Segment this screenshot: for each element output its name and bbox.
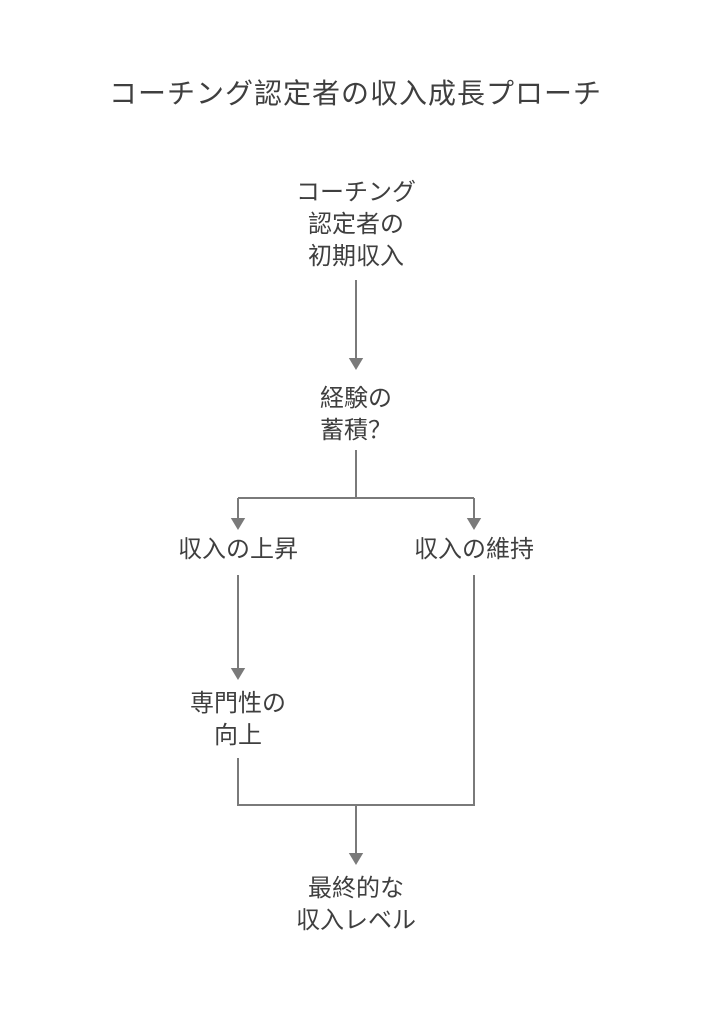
- node-income-maintain: 収入の維持: [414, 534, 534, 566]
- flowchart-canvas: コーチング認定者の収入成長プローチ コーチング 認定者の 初期収入 経験の 蓄積…: [0, 0, 711, 1024]
- node-experience-q: 経験の 蓄積？: [320, 383, 392, 448]
- edges-layer: [0, 0, 711, 1024]
- node-expertise-up: 専門性の 向上: [190, 688, 286, 753]
- node-income-rise: 収入の上昇: [178, 534, 298, 566]
- node-final-level: 最終的な 収入レベル: [296, 873, 416, 938]
- chart-title: コーチング認定者の収入成長プローチ: [0, 72, 711, 112]
- node-initial-income: コーチング 認定者の 初期収入: [296, 177, 416, 274]
